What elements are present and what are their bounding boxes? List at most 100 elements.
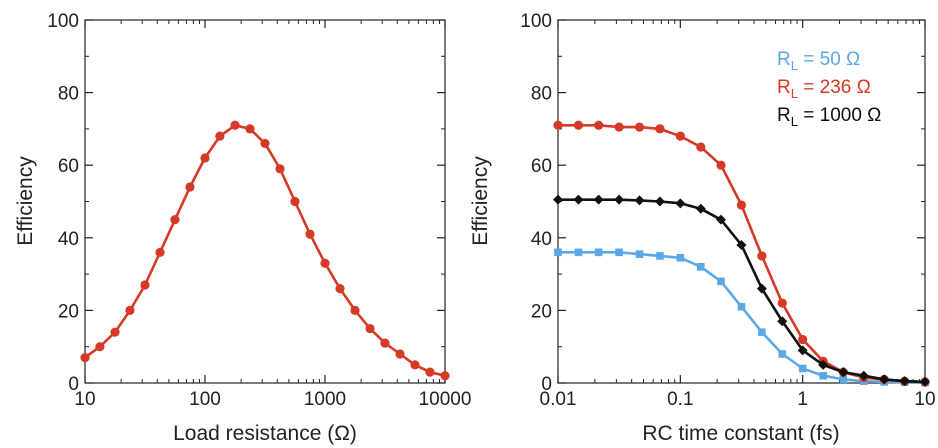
series-line: [558, 251, 926, 384]
data-point: [736, 240, 747, 251]
data-point: [185, 182, 195, 192]
data-point: [554, 248, 562, 257]
data-point: [920, 376, 930, 387]
data-point: [275, 164, 285, 174]
data-point: [797, 345, 808, 356]
data-point: [593, 194, 604, 205]
data-point: [778, 350, 787, 358]
data-point: [676, 253, 685, 262]
data-point: [697, 263, 705, 271]
data-point: [155, 247, 165, 257]
data-point: [440, 371, 450, 381]
data-point: [350, 305, 360, 315]
y-tick-label: 80: [58, 84, 79, 105]
data-point: [305, 229, 315, 239]
data-point: [573, 120, 584, 130]
data-point: [395, 349, 405, 359]
data-point: [170, 215, 180, 225]
data-point: [839, 375, 848, 384]
data-point: [777, 298, 787, 308]
series-line: [558, 124, 926, 384]
y-tick-label: 60: [58, 156, 79, 177]
data-point: [95, 342, 105, 352]
x-tick-label: 10: [914, 389, 935, 410]
data-point: [215, 131, 225, 141]
y-tick-label: 0: [541, 374, 552, 395]
x-axis-label: RC time constant (fs): [642, 422, 839, 445]
data-point: [260, 138, 270, 149]
data-point: [230, 120, 240, 130]
chart-panel-1: 10 100 1000 10000 0 20 40 60 80 100 Load resistanc…: [14, 11, 471, 445]
data-point: [320, 258, 330, 268]
y-axis-label: Efficiency: [14, 156, 37, 246]
y-tick-label: 40: [58, 229, 79, 250]
y-tick-label: 80: [531, 84, 552, 105]
x-tick-label: 0.01: [540, 389, 577, 410]
data-point: [365, 323, 375, 334]
y-tick-label: 20: [58, 301, 79, 322]
data-point: [200, 153, 210, 163]
data-point: [245, 124, 255, 134]
legend-entry: RL = 1000 Ω: [777, 105, 881, 129]
data-point: [716, 214, 727, 225]
data-point: [758, 328, 766, 336]
series-line: [84, 124, 446, 377]
y-tick-label: 20: [531, 301, 552, 322]
data-point: [756, 283, 767, 294]
data-point: [594, 120, 604, 130]
data-point: [594, 248, 603, 257]
data-point: [110, 327, 120, 337]
series-1: [554, 248, 929, 387]
y-tick-label: 60: [531, 156, 552, 177]
data-point: [777, 316, 788, 327]
x-tick-label: 1000: [304, 389, 346, 410]
data-point: [140, 280, 150, 290]
data-point: [574, 248, 583, 257]
x-tick-label: 1: [797, 389, 808, 410]
data-point: [634, 195, 645, 206]
x-tick-label: 0.1: [667, 389, 693, 410]
data-point: [634, 122, 645, 132]
data-point: [614, 194, 625, 205]
data-point: [695, 203, 706, 214]
data-point: [290, 196, 300, 207]
data-point: [899, 376, 910, 387]
data-point: [553, 194, 563, 205]
legend-entry: RL = 236 Ω: [777, 77, 871, 101]
data-point: [736, 200, 747, 210]
x-tick-label: 100: [189, 389, 221, 410]
data-point: [819, 371, 827, 380]
data-point: [635, 250, 644, 258]
data-point: [675, 198, 686, 209]
data-point: [737, 302, 746, 311]
data-point: [858, 370, 869, 381]
series-line: [558, 198, 926, 384]
x-tick-label: 10: [74, 389, 95, 410]
data-point: [654, 196, 665, 207]
data-point: [614, 122, 624, 132]
data-point: [798, 364, 807, 373]
data-point: [757, 251, 767, 261]
data-point: [696, 142, 706, 152]
data-point: [410, 360, 420, 370]
y-tick-label: 100: [47, 11, 79, 32]
data-point: [380, 338, 390, 348]
legend: RL = 50 Ω RL = 236 Ω RL = 1000 Ω: [777, 49, 881, 129]
data-point: [573, 194, 584, 205]
data-point: [425, 367, 435, 377]
data-point: [335, 284, 345, 294]
data-point: [838, 367, 849, 378]
x-axis-label: Load resistance (Ω): [173, 422, 357, 445]
data-point: [615, 248, 623, 257]
data-point: [553, 120, 563, 130]
data-point: [80, 352, 90, 363]
x-tick-label: 10000: [419, 389, 472, 410]
plot-frame: [84, 19, 446, 384]
data-point: [675, 131, 685, 141]
data-point: [717, 277, 725, 286]
series-1: [80, 120, 450, 381]
data-point: [655, 124, 665, 134]
y-axis-label: Efficiency: [469, 156, 492, 246]
